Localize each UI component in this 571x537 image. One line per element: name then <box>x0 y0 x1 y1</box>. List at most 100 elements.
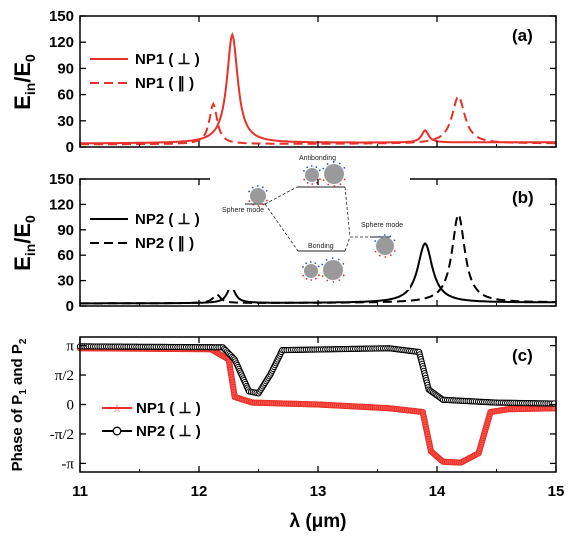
inset-charge-negative <box>256 185 259 187</box>
panel-c-legend: ☆ NP1 ( ⊥ ) NP2 ( ⊥ ) <box>102 400 201 440</box>
inset-sphere-right <box>376 237 394 255</box>
inset-charge-positive <box>266 199 268 202</box>
panel-b: 0 30 60 90 120 150 (b) NP2 ( ⊥ ) NP2 ( ∥ ) An… <box>49 150 557 315</box>
panel-c: π π/2 0 -π/2 -π 11 12 13 14 15 (c) ☆ NP1 ( ⊥ ) N… <box>50 16 564 500</box>
inset-label-sphere-mode-left: Sphere mode <box>222 207 264 214</box>
legend-c-np1-marker: ☆ <box>112 402 122 415</box>
y-tick-label: 0 <box>66 139 74 156</box>
inset-charge-negative <box>389 235 392 238</box>
inset-sphere-left <box>250 188 266 204</box>
hybridization-inset: Antibonding Sphere mode Bonding Sphere m… <box>210 150 410 290</box>
y-axis-title-c: Phase of P1 and P2 <box>9 338 29 471</box>
panel-c-label: (c) <box>512 346 533 365</box>
inset-charge-positive <box>339 183 342 186</box>
panel-b-legend: NP2 ( ⊥ ) NP2 ( ∥ ) <box>90 211 200 252</box>
inset-charge-negative <box>343 166 346 169</box>
y-tick-label: 120 <box>49 34 74 51</box>
inset-charge-positive <box>306 181 309 184</box>
inset-sphere-b-small <box>304 264 318 278</box>
inset-label-antibonding: Antibonding <box>299 155 336 162</box>
inset-charge-positive <box>321 275 324 278</box>
y-tick-label: 0 <box>67 398 75 414</box>
y-tick-label: 30 <box>57 113 74 130</box>
y-tick-label: 90 <box>57 60 74 77</box>
inset-charge-positive <box>314 277 317 280</box>
inset-charge-negative <box>383 234 386 236</box>
inset-charge-negative <box>326 162 329 165</box>
y-tick-label: π/2 <box>55 368 74 384</box>
inset-charge-negative <box>342 262 345 265</box>
inset-charge-negative <box>317 265 320 268</box>
inset-charge-positive <box>342 274 345 277</box>
inset-charge-negative <box>309 261 312 263</box>
inset-charge-positive <box>374 250 377 253</box>
inset-charge-negative <box>325 258 328 261</box>
inset-charge-positive <box>311 183 314 185</box>
panel-b-label: (b) <box>512 188 534 207</box>
legend-c-np2-label: NP2 ( ⊥ ) <box>136 423 201 440</box>
panel-a-y-ticks: 0 30 60 90 120 150 <box>49 8 556 156</box>
series-c-1-line <box>79 343 557 407</box>
panel-a-legend: NP1 ( ⊥ ) NP1 ( ∥ ) <box>90 51 200 92</box>
inset-charge-negative <box>331 257 334 259</box>
inset-sphere-ab-big <box>324 164 344 184</box>
legend-np1-perp-label: NP1 ( ⊥ ) <box>135 51 200 68</box>
inset-charge-negative <box>251 186 254 189</box>
y-tick-label: 90 <box>57 222 74 239</box>
legend-np2-perp-label: NP2 ( ⊥ ) <box>135 211 200 228</box>
inset-charge-positive <box>310 279 313 281</box>
inset-charge-positive <box>393 250 396 252</box>
series-a-1-line <box>80 95 556 146</box>
inset-charge-negative <box>303 170 305 172</box>
inset-label-sphere-mode-right: Sphere mode <box>361 222 403 229</box>
inset-charge-positive <box>248 200 251 202</box>
inset-charge-positive <box>302 274 305 277</box>
inset-charge-positive <box>257 205 260 207</box>
inset-charge-positive <box>326 279 329 282</box>
inset-charge-positive <box>319 178 321 180</box>
inset-charge-negative <box>310 165 313 167</box>
y-tick-label: 30 <box>57 273 74 290</box>
y-tick-label: 60 <box>57 247 74 264</box>
x-axis-title: λ (μm) <box>289 511 346 532</box>
legend-c-np1-label: NP1 ( ⊥ ) <box>136 400 201 417</box>
y-tick-label: π <box>66 339 74 355</box>
inset-charge-negative <box>315 166 318 169</box>
inset-charge-positive <box>378 254 381 257</box>
x-tick-label: 12 <box>191 483 208 500</box>
inset-charge-positive <box>305 277 308 280</box>
inset-sphere-ab-small <box>305 168 319 182</box>
inset-dash-1 <box>264 186 298 205</box>
panel-b-y-ticks: 0 30 60 90 120 150 <box>49 171 556 315</box>
svg-text:Phase of P1 and P2: Phase of P1 and P2 <box>9 338 29 471</box>
inset-charge-positive <box>303 178 306 181</box>
inset-charge-negative <box>374 240 377 242</box>
svg-text:Ein/E0: Ein/E0 <box>10 215 38 271</box>
inset-charge-positive <box>327 183 330 186</box>
inset-charge-negative <box>302 266 304 268</box>
panel-a: 0 30 60 90 120 150 (a) NP1 ( ⊥ ) NP1 ( ∥ ) <box>49 8 557 156</box>
x-tick-label: 13 <box>310 483 327 500</box>
inset-dash-2 <box>264 203 299 252</box>
y-tick-label: -π <box>61 456 74 472</box>
y-axis-title-a: Ein/E0 <box>10 54 38 110</box>
inset-charge-positive <box>389 254 392 257</box>
inset-charge-positive <box>338 279 341 282</box>
y-tick-label: 150 <box>49 8 74 25</box>
y-tick-label: 120 <box>49 196 74 213</box>
inset-charge-negative <box>322 167 325 170</box>
y-axis-title-b: Ein/E0 <box>10 215 38 271</box>
x-ticks: 11 12 13 14 15 <box>72 16 564 500</box>
y-tick-label: 60 <box>57 87 74 104</box>
inset-charges <box>248 161 396 283</box>
legend-c-np2-marker <box>112 426 122 436</box>
inset-dash-4 <box>344 236 351 252</box>
inset-charge-positive <box>384 256 387 258</box>
inset-sphere-b-big <box>323 260 343 280</box>
panel-c-y-ticks: π π/2 0 -π/2 -π <box>50 339 556 472</box>
inset-charge-negative <box>337 258 340 261</box>
inset-charge-positive <box>343 178 346 181</box>
inset-charge-negative <box>393 239 396 242</box>
y-tick-label: 150 <box>49 171 74 188</box>
